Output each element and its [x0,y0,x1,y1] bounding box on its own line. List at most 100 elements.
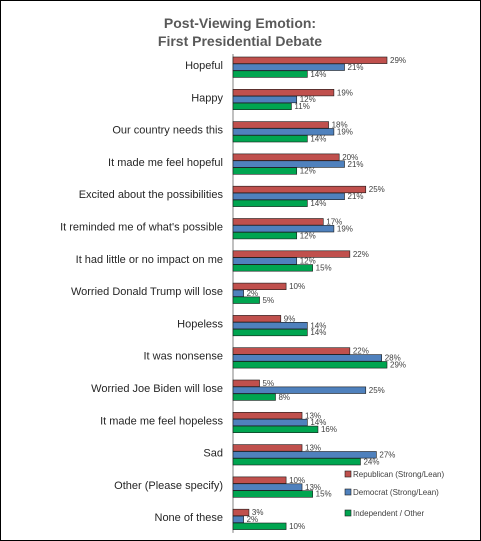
legend-swatch [344,488,352,496]
data-label: 16% [321,425,337,434]
legend-entry: Independent / Other [353,509,425,518]
bar [232,63,345,71]
data-label: 14% [310,70,326,79]
bar [232,250,351,258]
bar [232,483,303,491]
bar [232,522,287,530]
bar [232,386,367,394]
data-label: 14% [310,199,326,208]
data-label: 9% [284,314,296,323]
bar [232,321,308,330]
bar [232,379,260,387]
bar [232,135,308,143]
bar [232,70,308,78]
data-label: 12% [300,231,316,240]
data-label: 22% [353,250,369,259]
data-label: 12% [300,167,316,176]
data-label: 19% [337,224,353,233]
data-label: 2% [247,515,259,524]
data-label: 19% [337,88,353,97]
chart-title-line-2: First Presidential Debate [157,33,323,49]
category-label: It made me feel hopeful [108,157,223,169]
bar [232,95,298,104]
chart-title-line-1: Post-Viewing Emotion: [163,15,317,31]
data-label: 20% [342,153,358,162]
bar [232,515,244,523]
data-label: 11% [294,102,309,111]
category-label: None of these [155,512,224,524]
data-label: 29% [390,361,406,370]
data-label: 21% [348,192,364,201]
data-label: 13% [305,483,321,492]
data-label: 15% [316,264,332,273]
data-label: 3% [252,508,264,517]
bar [232,167,298,175]
bar [232,289,244,297]
bar [232,361,388,369]
data-label: 25% [369,386,385,395]
category-label: It reminded me of what's possible [60,222,223,234]
bar [232,153,340,161]
data-label: 15% [316,490,332,499]
bar [232,451,377,459]
legend-entry: Republican (Strong/Lean) [353,470,445,479]
data-label: 17% [326,218,342,227]
bar [232,89,335,97]
bar [232,121,329,129]
chart-title: Post-Viewing Emotion: First Presidential… [90,14,390,50]
data-label: 12% [300,95,316,104]
data-label: 21% [348,160,364,169]
bar [232,199,308,207]
data-label: 14% [310,134,326,143]
data-label: 13% [305,444,321,453]
category-label: It made me feel hopeless [100,415,223,427]
data-label: 19% [337,128,353,137]
bar [232,264,313,272]
data-label: 2% [247,289,259,298]
data-label: 18% [332,121,348,130]
bar [232,218,324,226]
data-label: 10% [289,522,305,531]
bar [232,232,298,240]
data-label: 25% [369,185,385,194]
category-label: Other (Please specify) [114,480,223,492]
category-label: Worried Donald Trump will lose [71,286,223,298]
bar [232,393,276,401]
bar [232,425,319,434]
category-label: Excited about the possibilities [79,189,224,201]
data-label: 28% [385,354,401,363]
bar [232,296,260,304]
bar [232,354,382,362]
data-label: 27% [379,451,395,460]
bar [232,347,351,355]
data-label: 22% [353,347,369,356]
data-label: 21% [348,63,364,72]
bar [232,328,308,337]
data-label: 24% [363,457,379,466]
category-label: Hopeful [185,60,223,72]
bar [232,411,303,420]
data-label: 8% [278,393,290,402]
data-label: 13% [305,411,321,420]
data-label: 10% [289,282,305,291]
category-label: Happy [191,92,223,104]
legend-swatch [344,470,352,478]
data-label: 14% [310,321,326,330]
data-label: 14% [310,328,326,337]
data-label: 5% [263,379,275,388]
data-label: 10% [289,476,305,485]
category-label: It had little or no impact on me [76,254,223,266]
bar [232,185,367,194]
bar [232,257,298,265]
category-label: Worried Joe Biden will lose [91,383,223,395]
bar [232,192,345,201]
legend-swatch [344,509,352,517]
category-label: Hopeless [177,318,223,330]
bar [232,315,282,323]
category-label: It was nonsense [144,351,224,363]
bar [232,458,361,466]
category-label: Our country needs this [112,125,223,137]
bar [232,56,388,64]
bar [232,225,335,233]
